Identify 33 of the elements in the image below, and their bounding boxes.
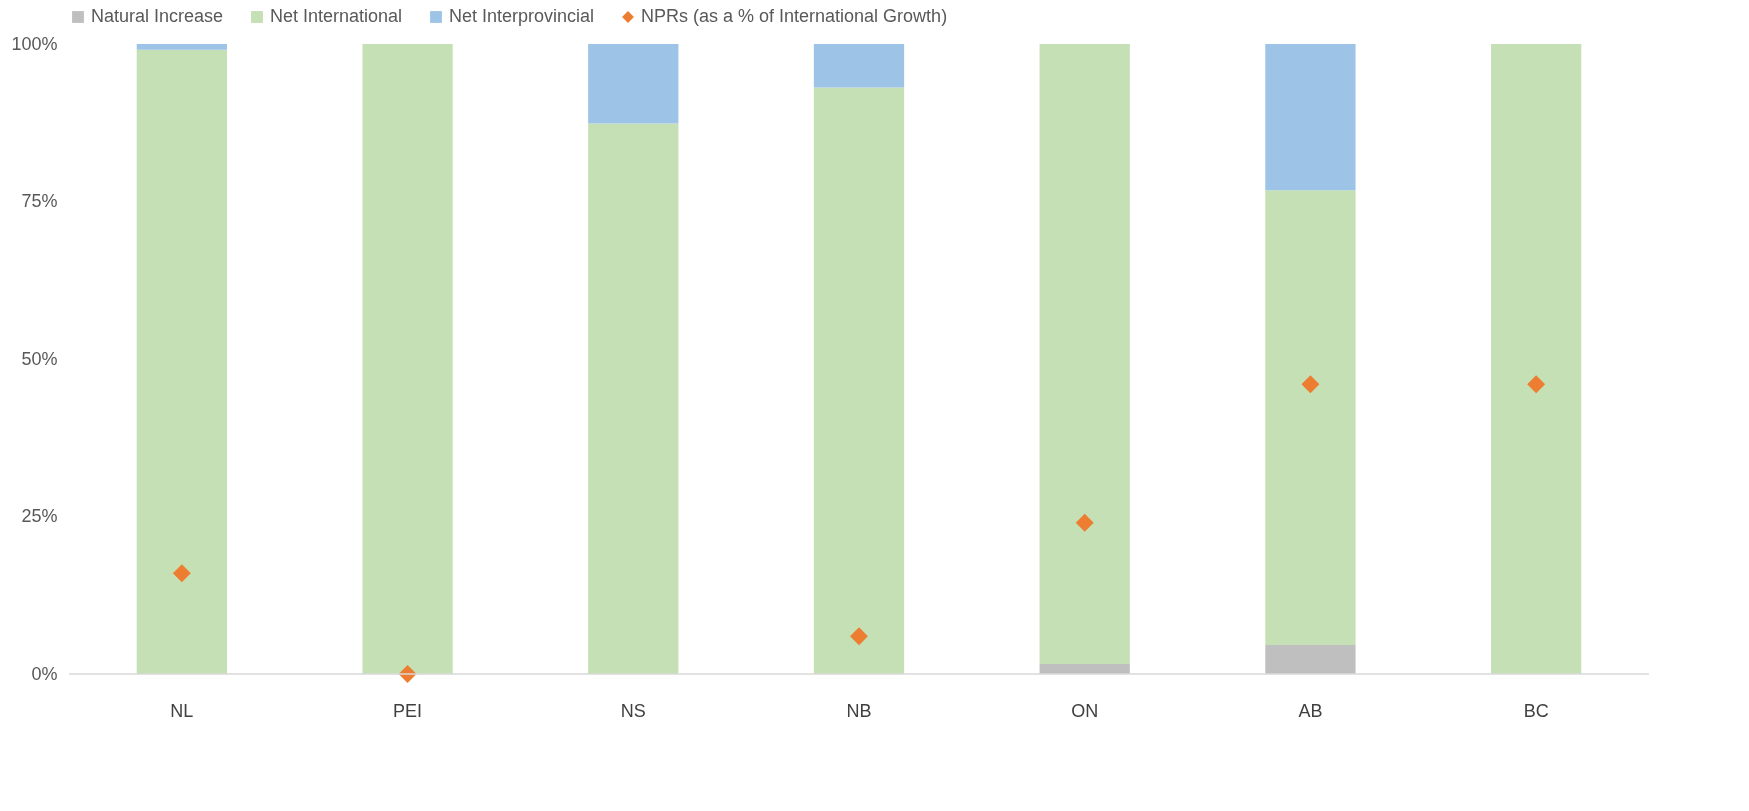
bar — [1491, 44, 1582, 674]
legend-label: NPRs (as a % of International Growth) — [641, 6, 948, 26]
x-tick-label: ON — [1071, 700, 1099, 721]
bar — [1265, 645, 1356, 674]
bar — [136, 49, 227, 674]
point — [172, 564, 191, 583]
y-tick-label: 75% — [21, 191, 58, 211]
bar — [588, 123, 679, 674]
x-tick-label: BC — [1523, 700, 1549, 721]
legend-label: Net Interprovincial — [449, 6, 595, 26]
point — [1301, 375, 1320, 394]
bar — [136, 44, 227, 50]
bar — [1039, 44, 1130, 664]
bar — [588, 44, 679, 124]
x-tick-label: AB — [1298, 700, 1323, 721]
y-tick-label: 100% — [11, 33, 58, 54]
bar — [362, 44, 453, 674]
bar — [1265, 44, 1356, 191]
y-tick-label: 50% — [21, 348, 58, 369]
bar — [813, 87, 905, 674]
legend-label: Natural Increase — [91, 6, 224, 26]
y-tick-label: 25% — [21, 506, 58, 526]
x-tick-label: NL — [170, 700, 194, 721]
x-tick-label: NS — [620, 700, 646, 721]
x-tick-label: NB — [846, 700, 872, 721]
point — [1075, 513, 1094, 532]
x-tick-label: PEI — [393, 700, 423, 721]
bar — [1265, 190, 1356, 646]
bar — [813, 44, 905, 88]
point — [1527, 375, 1546, 394]
legend-label: Net International — [270, 6, 403, 26]
point — [850, 627, 868, 646]
y-tick-label: 0% — [31, 663, 58, 684]
